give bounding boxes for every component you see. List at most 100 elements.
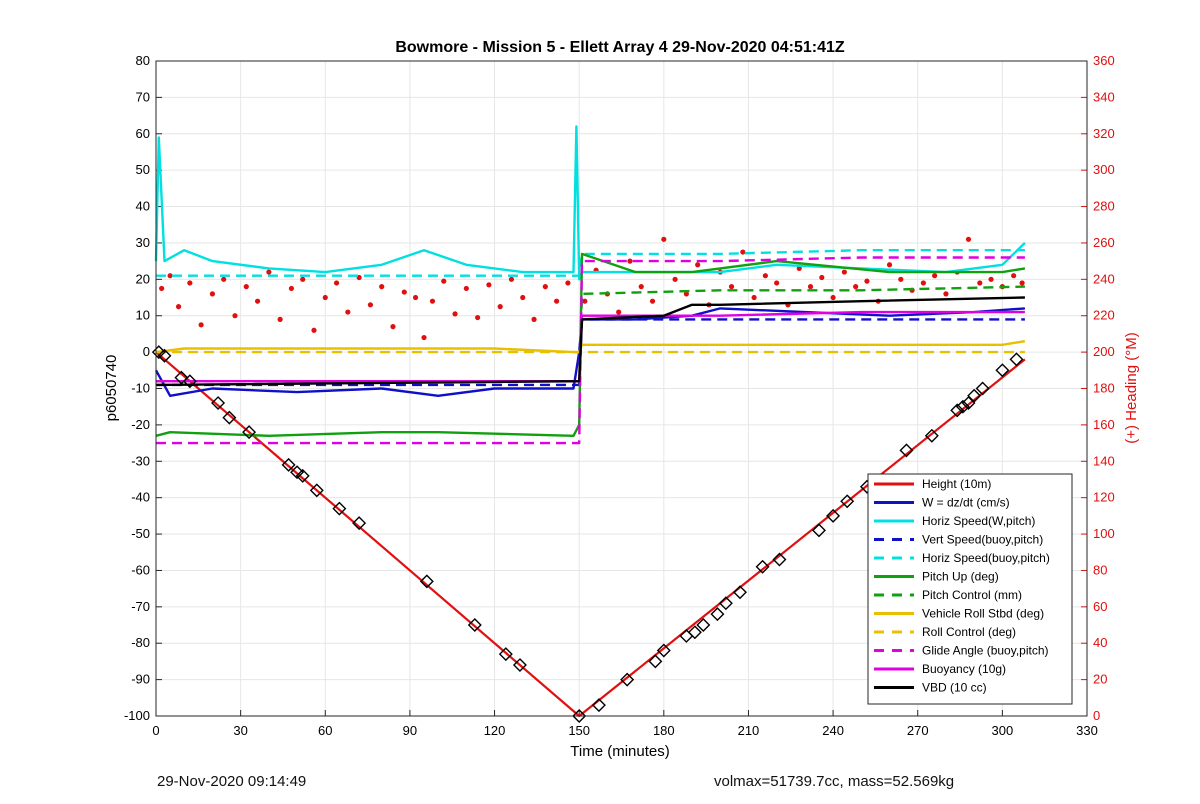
heading-point bbox=[367, 302, 374, 308]
y-right-tick-label: 120 bbox=[1093, 490, 1115, 505]
y-tick-label: -80 bbox=[131, 635, 150, 650]
legend-label: Buoyancy (10g) bbox=[922, 662, 1006, 676]
height-marker bbox=[755, 559, 770, 574]
height-marker bbox=[955, 399, 970, 414]
heading-point bbox=[728, 284, 735, 290]
height-marker bbox=[967, 388, 982, 403]
heading-point bbox=[695, 262, 701, 268]
legend-label: Pitch Control (mm) bbox=[922, 588, 1022, 602]
height-marker bbox=[157, 348, 172, 363]
height-marker bbox=[718, 596, 733, 611]
y-tick-label: -60 bbox=[131, 562, 150, 577]
heading-point bbox=[429, 298, 436, 304]
y-right-tick-label: 220 bbox=[1093, 308, 1115, 323]
heading-point bbox=[243, 284, 249, 290]
height-marker bbox=[710, 607, 725, 622]
y-right-tick-label: 160 bbox=[1093, 417, 1115, 432]
heading-point bbox=[379, 284, 385, 290]
heading-point bbox=[661, 236, 667, 242]
x-tick-label: 330 bbox=[1076, 723, 1098, 738]
axes-box bbox=[155, 60, 1088, 717]
legend-box bbox=[867, 473, 1073, 705]
x-tick-label: 180 bbox=[653, 723, 675, 738]
legend-label: Horiz Speed(buoy,pitch) bbox=[922, 551, 1050, 565]
height-marker bbox=[733, 585, 747, 600]
heading-point bbox=[616, 309, 622, 315]
y-right-tick-label: 240 bbox=[1093, 271, 1115, 286]
heading-point bbox=[486, 282, 492, 288]
y-right-tick-label: 0 bbox=[1093, 708, 1100, 723]
heading-point bbox=[554, 298, 560, 304]
height-marker bbox=[924, 428, 939, 443]
heading-point bbox=[167, 273, 173, 279]
x-tick-label: 120 bbox=[484, 723, 506, 738]
x-tick-label: 240 bbox=[822, 723, 844, 738]
heading-point bbox=[796, 265, 802, 272]
height-marker bbox=[648, 654, 663, 669]
x-axis-label: Time (minutes) bbox=[570, 743, 669, 760]
height-marker bbox=[950, 403, 965, 418]
heading-point bbox=[401, 289, 407, 295]
heading-point bbox=[266, 269, 272, 275]
heading-point bbox=[300, 276, 306, 282]
heading-point bbox=[774, 280, 780, 286]
height-marker bbox=[679, 628, 694, 643]
height-marker bbox=[1009, 352, 1024, 367]
legend-label: VBD (10 cc) bbox=[922, 681, 987, 695]
heading-point bbox=[819, 274, 825, 281]
heading-point bbox=[649, 298, 656, 304]
series-line-7 bbox=[155, 340, 1026, 354]
heading-point bbox=[475, 314, 481, 321]
heading-point bbox=[232, 313, 238, 319]
footer-timestamp: 29-Nov-2020 09:14:49 bbox=[157, 773, 307, 790]
y-tick-label: 10 bbox=[136, 308, 150, 323]
y-tick-label: 40 bbox=[136, 199, 150, 214]
heading-point bbox=[277, 316, 283, 322]
legend-label: Vert Speed(buoy,pitch) bbox=[922, 533, 1043, 547]
height-marker bbox=[151, 345, 166, 360]
y-right-tick-label: 80 bbox=[1093, 562, 1107, 577]
series-line-4 bbox=[156, 248, 1025, 277]
heading-point bbox=[841, 269, 847, 275]
height-marker bbox=[687, 625, 702, 640]
height-marker bbox=[772, 552, 787, 567]
height-marker bbox=[840, 494, 855, 509]
heading-point bbox=[565, 280, 571, 286]
y-right-tick-label: 60 bbox=[1093, 599, 1107, 614]
heading-point bbox=[740, 249, 746, 255]
y-tick-label: -100 bbox=[124, 708, 150, 723]
heading-point bbox=[853, 284, 859, 290]
heading-point bbox=[965, 236, 972, 242]
heading-point bbox=[627, 258, 633, 264]
heading-point bbox=[920, 280, 926, 286]
y-right-tick-label: 260 bbox=[1093, 235, 1115, 250]
chart-title: Bowmore - Mission 5 - Ellett Array 4 29-… bbox=[395, 39, 845, 56]
y-right-tick-label: 100 bbox=[1093, 526, 1115, 541]
heading-point bbox=[175, 304, 182, 310]
height-marker bbox=[211, 396, 226, 411]
legend: Height (10m) W = dz/dt (cm/s) Horiz Speed(… bbox=[867, 473, 1073, 705]
height-marker bbox=[222, 410, 237, 425]
y-tick-label: 80 bbox=[136, 53, 150, 68]
legend-label: Pitch Up (deg) bbox=[922, 570, 999, 584]
x-axis-ticks: 0 30 60 90 120 150 180 210 240 270 300 330 bbox=[152, 710, 1098, 738]
y-tick-label: 20 bbox=[136, 271, 150, 286]
height-marker bbox=[975, 381, 990, 396]
height-marker bbox=[620, 672, 635, 687]
x-tick-label: 150 bbox=[568, 723, 590, 738]
heading-point bbox=[390, 324, 396, 330]
y-right-tick-label: 140 bbox=[1093, 453, 1115, 468]
height-marker bbox=[591, 698, 606, 713]
heading-point bbox=[683, 291, 689, 297]
height-marker bbox=[811, 523, 826, 538]
heading-point bbox=[943, 291, 949, 297]
y-right-tick-label: 300 bbox=[1093, 162, 1115, 177]
heading-point bbox=[441, 278, 447, 284]
heading-point bbox=[1011, 273, 1017, 279]
heading-point bbox=[322, 294, 328, 301]
heading-point bbox=[807, 284, 814, 290]
height-marker bbox=[572, 709, 587, 723]
y-tick-label: 60 bbox=[136, 126, 150, 141]
left-axis-ticks: 80 70 60 50 40 30 20 10 0 -10 -20 -30 -40 -50 -60 -70 -8… bbox=[124, 53, 162, 723]
